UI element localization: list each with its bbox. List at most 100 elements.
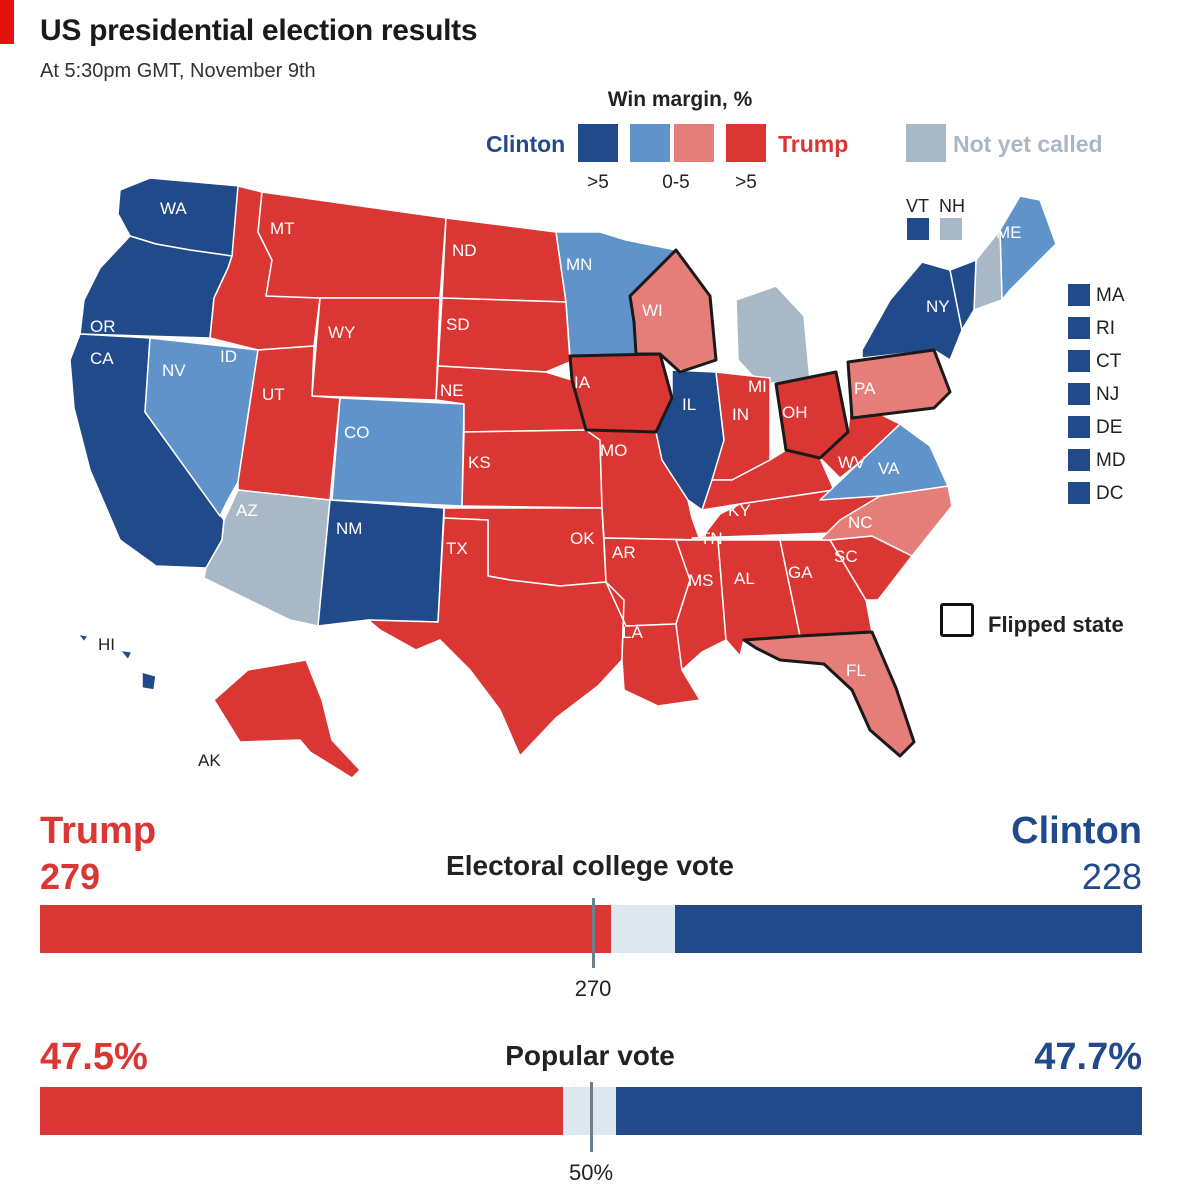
flipped-outline-oh [774, 370, 850, 460]
state-label-tx: TX [446, 539, 468, 558]
state-wy [311, 297, 441, 401]
state-label-az: AZ [236, 501, 258, 520]
state-label-in: IN [732, 405, 749, 424]
legend-swatch-clinton-lean [630, 124, 670, 162]
popular-threshold-label: 50% [568, 1160, 614, 1185]
ne-state-label: MD [1096, 450, 1126, 471]
flipped-state-legend-box [940, 603, 974, 637]
state-label-ar: AR [612, 543, 636, 562]
legend-title: Win margin, % [607, 88, 753, 111]
state-label-ca: CA [90, 349, 114, 368]
state-label-mn: MN [566, 255, 592, 274]
state-nh [973, 229, 1003, 311]
state-label-id: ID [220, 347, 237, 366]
state-label-pa: PA [854, 379, 876, 398]
state-label-sc: SC [834, 547, 858, 566]
legend-clinton-label: Clinton [486, 131, 566, 157]
ne-state-swatch [1068, 449, 1090, 471]
electoral-threshold-label: 270 [574, 976, 612, 1001]
electoral-clinton-name: Clinton [1011, 810, 1142, 852]
electoral-trump-name: Trump [40, 810, 157, 852]
state-label-ms: MS [688, 571, 714, 590]
state-label-mt: MT [270, 219, 295, 238]
state-ut [237, 345, 341, 501]
state-fl [743, 631, 915, 757]
legend-not-called-label: Not yet called [953, 131, 1103, 157]
state-label-ny: NY [926, 297, 950, 316]
ne-state-swatch [1068, 482, 1090, 504]
state-label-al: AL [734, 569, 755, 588]
ne-state-label: CT [1096, 351, 1122, 372]
ne-state-swatch [1068, 317, 1090, 339]
small-state-swatch-vt [907, 218, 929, 240]
state-label-sd: SD [446, 315, 470, 334]
state-label-ga: GA [788, 563, 813, 582]
state-label-wv: WV [838, 453, 866, 472]
flipped-outline-pa [846, 348, 952, 420]
state-label-wa: WA [160, 199, 187, 218]
legend-swatch-clinton-strong [578, 124, 618, 162]
state-label-il: IL [682, 395, 696, 414]
ne-state-swatch [1068, 383, 1090, 405]
electoral-clinton-votes: 228 [1081, 856, 1142, 897]
state-mt [257, 191, 447, 299]
state-label-ky: KY [728, 501, 751, 520]
state-label-ok: OK [570, 529, 595, 548]
state-label-me: ME [996, 223, 1022, 242]
state-label-fl: FL [846, 661, 866, 680]
state-label-nc: NC [848, 513, 873, 532]
state-label-wi: WI [642, 301, 663, 320]
electoral-bar-trump [40, 905, 612, 953]
ne-state-label: NJ [1096, 384, 1120, 405]
state-label-va: VA [878, 459, 900, 478]
state-label-mo: MO [600, 441, 627, 460]
popular-bar-trump [40, 1087, 564, 1135]
state-tx [367, 517, 625, 757]
ne-state-swatch [1068, 284, 1090, 306]
page-subtitle: At 5:30pm GMT, November 9th [40, 60, 316, 82]
small-state-swatch-nh [940, 218, 962, 240]
legend-tick-clinton: >5 [587, 172, 609, 193]
small-state-label-nh: NH [939, 196, 965, 216]
state-co [331, 397, 465, 507]
state-nc [819, 485, 953, 557]
flipped-outline-ia [568, 352, 674, 434]
state-label-ut: UT [262, 385, 285, 404]
page-title: US presidential election results [40, 14, 478, 47]
ne-state-swatch [1068, 416, 1090, 438]
state-label-ks: KS [468, 453, 491, 472]
popular-title: Popular vote [505, 1040, 675, 1071]
popular-bar-clinton [616, 1087, 1142, 1135]
popular-trump-pct: 47.5% [40, 1036, 148, 1078]
electoral-title: Electoral college vote [446, 850, 734, 881]
state-label-oh: OH [782, 403, 808, 422]
legend-swatch-trump-strong [726, 124, 766, 162]
state-ms [675, 539, 727, 671]
ne-state-label: MA [1096, 285, 1125, 306]
popular-threshold-marker [589, 1082, 593, 1152]
state-la [605, 581, 701, 707]
state-label-ak: AK [198, 751, 221, 770]
electoral-bar-uncalled [611, 905, 675, 953]
flipped-state-legend-label: Flipped state [988, 612, 1124, 637]
legend-trump-label: Trump [778, 131, 849, 157]
ne-state-swatch [1068, 350, 1090, 372]
ne-state-label: DC [1096, 483, 1124, 504]
state-label-nd: ND [452, 241, 477, 260]
popular-clinton-pct: 47.7% [1034, 1036, 1142, 1078]
state-hi [77, 633, 157, 691]
flipped-outline-fl [742, 630, 916, 758]
legend-tick-trump: >5 [735, 172, 757, 193]
legend-swatch-not-called [906, 124, 946, 162]
state-label-nv: NV [162, 361, 186, 380]
state-mi [735, 285, 811, 385]
flipped-outline-wi [628, 248, 718, 374]
ne-state-label: RI [1096, 318, 1115, 339]
us-map: WA OR CA NV ID MT WY UT AZ CO NM ND SD NE KS OK TX MN IA MO… [69, 177, 1057, 779]
state-sd [437, 297, 571, 373]
legend-swatch-trump-lean [674, 124, 714, 162]
state-label-co: CO [344, 423, 370, 442]
state-label-tn: TN [700, 529, 723, 548]
state-ia [569, 353, 673, 433]
state-label-or: OR [90, 317, 116, 336]
